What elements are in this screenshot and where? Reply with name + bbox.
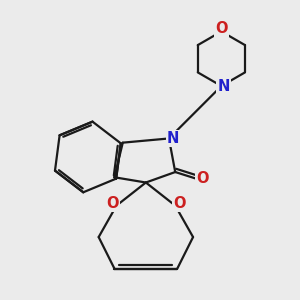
Text: O: O (215, 21, 228, 36)
Text: O: O (196, 172, 209, 187)
Text: O: O (106, 196, 118, 211)
Text: N: N (167, 131, 179, 146)
Text: N: N (217, 79, 230, 94)
Text: O: O (173, 196, 186, 211)
